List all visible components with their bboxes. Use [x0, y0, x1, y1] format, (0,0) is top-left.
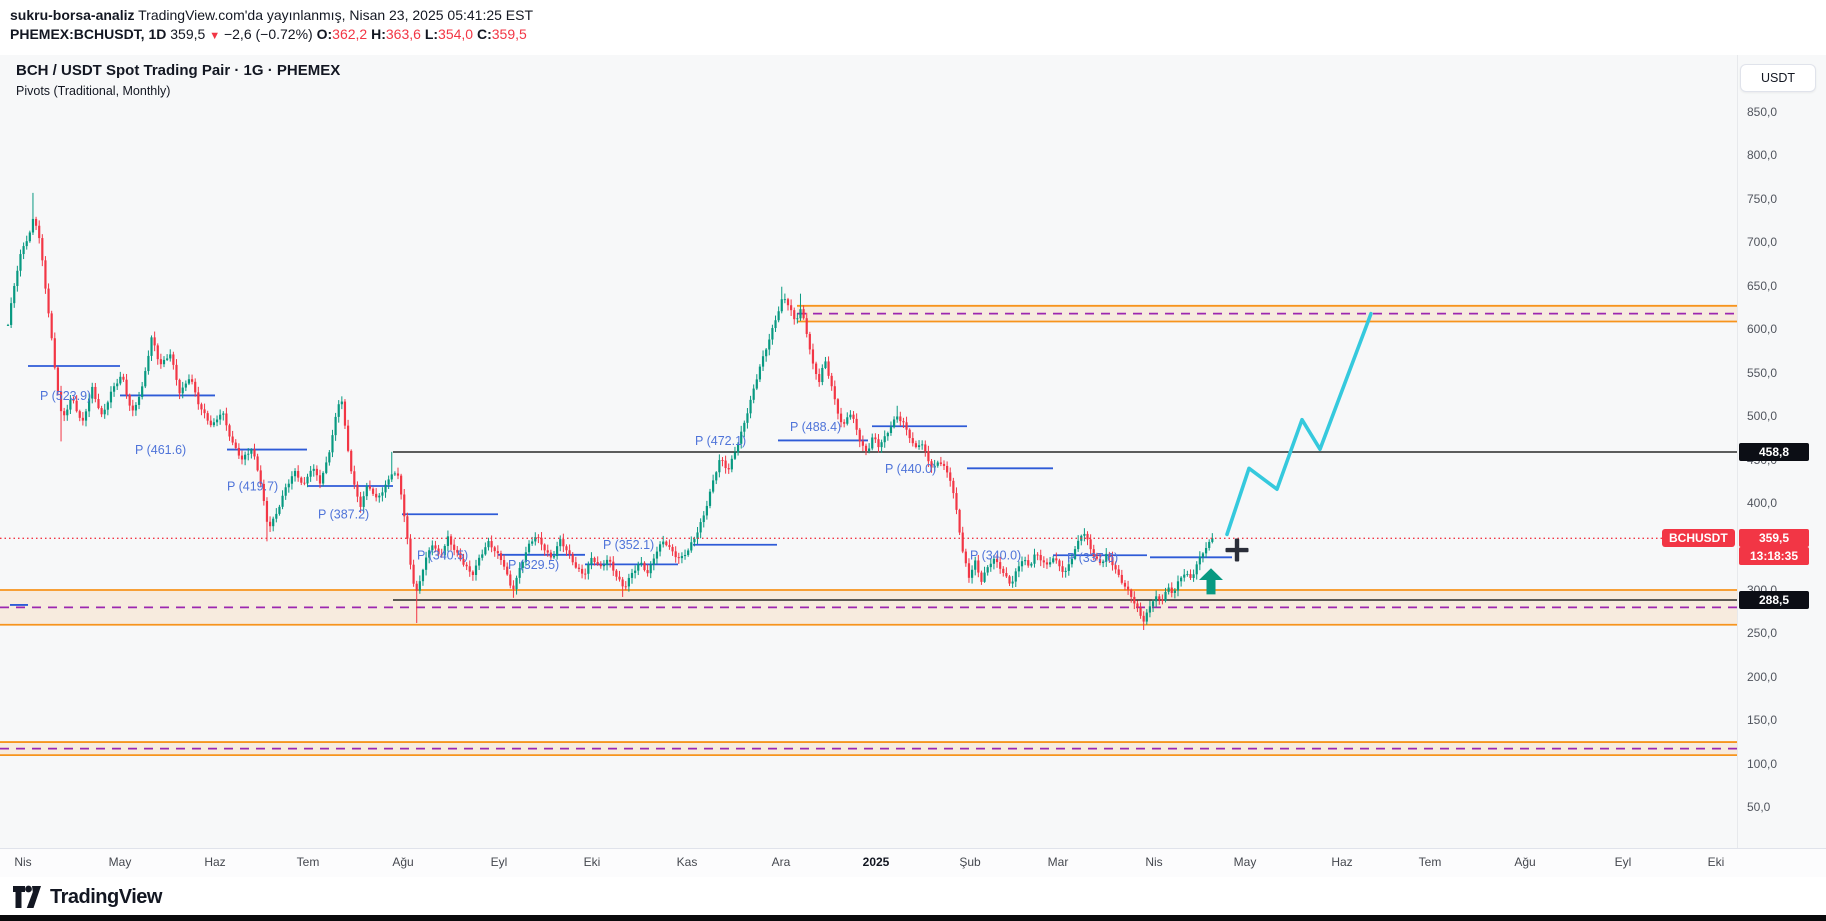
price-tick-label: 850,0 — [1747, 105, 1778, 120]
low-label: L: — [424, 26, 439, 42]
month-label: May — [1233, 855, 1257, 869]
open-label: O: — [316, 26, 333, 42]
down-triangle-icon: ▼ — [209, 30, 221, 42]
month-label: Şub — [959, 855, 981, 869]
price-tick-label: 600,0 — [1747, 322, 1778, 337]
indicator-title: Pivots (Traditional, Monthly) — [16, 84, 171, 98]
price-tick-label: 100,0 — [1747, 756, 1778, 771]
high-label: H: — [371, 26, 386, 42]
month-label: Nis — [1145, 855, 1163, 869]
time-axis[interactable]: Nis May Haz Tem Ağu Eyl Eki Kas Ara 2025 Şub Mar Nis… — [0, 848, 1826, 877]
pivot-label: P (523.9) — [40, 389, 91, 403]
month-label: Eki — [583, 855, 601, 869]
month-label: Ağu — [1514, 855, 1536, 869]
price-tick-label: 250,0 — [1747, 626, 1778, 641]
bar-countdown-tag: 13:18:35 — [1739, 547, 1809, 566]
price-level-tag: 288,5 — [1739, 590, 1809, 609]
price-tick-label: 650,0 — [1747, 278, 1778, 293]
price-tick-label: 500,0 — [1747, 409, 1778, 424]
pivot-label: P (340.0) — [970, 549, 1021, 563]
pivot-label: P (419.7) — [227, 479, 278, 493]
low-value: 354,0 — [438, 26, 474, 42]
last-price-tag: 359,5 — [1739, 529, 1809, 548]
month-label: Ağu — [392, 855, 414, 869]
pivot-label: P (337.6) — [1067, 551, 1118, 565]
symbol-ohlc-line: PHEMEX:BCHUSDT, 1D 359,5 ▼ −2,6 (−0.72%)… — [10, 25, 527, 45]
price-tick-label: 400,0 — [1747, 496, 1778, 511]
high-value: 363,6 — [385, 26, 421, 42]
pivot-label: P (488.4) — [790, 420, 841, 434]
pivot-label: P (340.5) — [417, 548, 468, 562]
close-label: C: — [476, 26, 492, 42]
month-label: Kas — [676, 855, 698, 869]
trend-projection-line — [1225, 311, 1373, 537]
last-price: 359,5 — [170, 26, 206, 42]
month-label: Mar — [1047, 855, 1069, 869]
tradingview-logo-text: TradingView — [50, 885, 162, 908]
month-label: Nis — [14, 855, 32, 869]
currency-toggle-button[interactable]: USDT — [1740, 64, 1816, 92]
pivot-label: P (461.6) — [135, 443, 186, 457]
price-change: −2,6 (−0.72%) — [223, 26, 313, 42]
price-tick-label: 800,0 — [1747, 148, 1778, 163]
price-tick-label: 200,0 — [1747, 669, 1778, 684]
month-label: Haz — [1331, 855, 1353, 869]
up-arrow-marker — [1199, 568, 1223, 595]
author-name: sukru-borsa-analiz — [10, 7, 135, 23]
price-tick-label: 550,0 — [1747, 365, 1778, 380]
price-tick-label: 150,0 — [1747, 713, 1778, 728]
price-tick-label: 50,0 — [1747, 800, 1771, 815]
pivot-label: P (440.0) — [885, 462, 936, 476]
month-label: Tem — [296, 855, 320, 869]
symbol-name: PHEMEX:BCHUSDT, 1D — [10, 26, 167, 42]
symbol-price-pill: BCHUSDT — [1662, 529, 1735, 548]
candlestick-chart-canvas[interactable]: P (523.9) P (461.6) P (419.7) P (387.2) P (3… — [0, 0, 1737, 848]
close-value: 359,5 — [491, 26, 527, 42]
price-level-tag: 458,8 — [1739, 443, 1809, 461]
price-tick-label: 700,0 — [1747, 235, 1778, 250]
month-label: Eki — [1707, 855, 1725, 869]
month-label: Tem — [1418, 855, 1442, 869]
tradingview-logo-icon — [13, 885, 41, 908]
published-text: TradingView.com'da yayınlanmış, Nisan 23… — [138, 7, 534, 23]
footer: TradingView — [12, 884, 162, 910]
pivot-label: P (472.1) — [695, 434, 746, 448]
month-label: Haz — [204, 855, 226, 869]
publisher-line: sukru-borsa-analiz TradingView.com'da ya… — [10, 6, 533, 24]
pivot-label: P (352.1) — [603, 538, 654, 552]
month-label: Eyl — [490, 855, 508, 869]
chart-title: BCH / USDT Spot Trading Pair · 1G · PHEM… — [16, 62, 341, 79]
open-value: 362,2 — [332, 26, 368, 42]
pivot-label: P (329.5) — [508, 558, 559, 572]
month-label: Eyl — [1614, 855, 1632, 869]
month-label: Ara — [771, 855, 791, 869]
month-label: May — [108, 855, 132, 869]
bottom-border-bar — [0, 915, 1826, 921]
price-tick-label: 750,0 — [1747, 191, 1778, 206]
month-label: 2025 — [862, 855, 890, 869]
pivot-label: P (387.2) — [318, 508, 369, 522]
chart-legend: BCH / USDT Spot Trading Pair · 1G · PHEM… — [16, 62, 340, 98]
